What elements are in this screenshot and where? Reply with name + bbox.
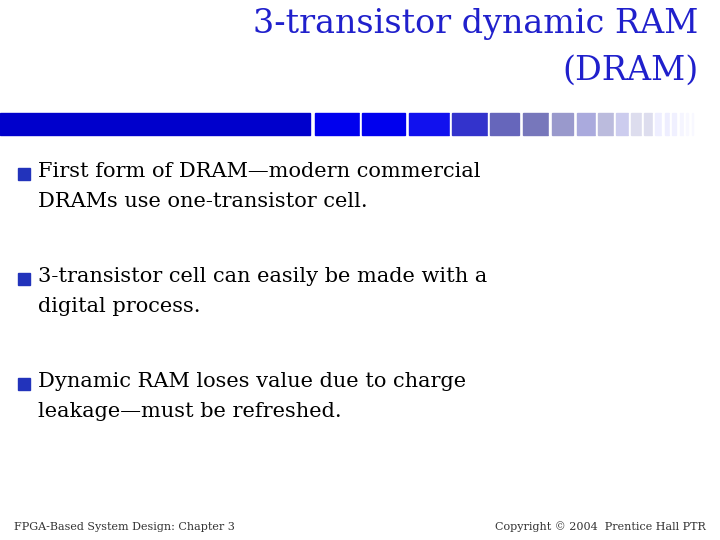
Bar xyxy=(18,168,30,180)
Text: (DRAM): (DRAM) xyxy=(562,55,698,87)
Bar xyxy=(362,113,405,135)
Bar xyxy=(596,113,598,135)
Text: Dynamic RAM loses value due to charge: Dynamic RAM loses value due to charge xyxy=(38,372,466,391)
Bar xyxy=(18,273,30,285)
Bar xyxy=(644,113,652,135)
Bar xyxy=(692,113,693,135)
Bar xyxy=(552,113,573,135)
Bar xyxy=(407,113,408,135)
Bar xyxy=(662,113,664,135)
Bar xyxy=(523,113,548,135)
Bar xyxy=(690,113,691,135)
Bar xyxy=(315,113,359,135)
Bar xyxy=(575,113,576,135)
Text: First form of DRAM—modern commercial: First form of DRAM—modern commercial xyxy=(38,162,480,181)
Text: Copyright © 2004  Prentice Hall PTR: Copyright © 2004 Prentice Hall PTR xyxy=(495,521,706,532)
Bar xyxy=(521,113,522,135)
Bar xyxy=(686,113,688,135)
Bar xyxy=(629,113,631,135)
Bar xyxy=(18,378,30,390)
Bar xyxy=(672,113,676,135)
Bar xyxy=(631,113,641,135)
Bar xyxy=(653,113,654,135)
Bar xyxy=(680,113,683,135)
Text: FPGA-Based System Design: Chapter 3: FPGA-Based System Design: Chapter 3 xyxy=(14,522,235,532)
Bar xyxy=(0,113,310,135)
Bar xyxy=(614,113,616,135)
Bar xyxy=(670,113,672,135)
Bar xyxy=(598,113,613,135)
Bar xyxy=(684,113,685,135)
Bar xyxy=(616,113,628,135)
Text: leakage—must be refreshed.: leakage—must be refreshed. xyxy=(38,402,341,421)
Bar xyxy=(488,113,490,135)
Bar xyxy=(360,113,361,135)
Text: 3-transistor cell can easily be made with a: 3-transistor cell can easily be made wit… xyxy=(38,267,487,286)
Bar xyxy=(490,113,519,135)
Bar xyxy=(452,113,487,135)
Bar xyxy=(665,113,669,135)
Text: 3-transistor dynamic RAM: 3-transistor dynamic RAM xyxy=(253,8,698,40)
Bar xyxy=(642,113,644,135)
Text: digital process.: digital process. xyxy=(38,297,200,316)
Bar xyxy=(409,113,449,135)
Text: DRAMs use one-transistor cell.: DRAMs use one-transistor cell. xyxy=(38,192,368,211)
Bar xyxy=(655,113,661,135)
Bar xyxy=(450,113,451,135)
Bar xyxy=(549,113,551,135)
Bar xyxy=(577,113,595,135)
Bar xyxy=(678,113,679,135)
Bar xyxy=(313,113,315,135)
